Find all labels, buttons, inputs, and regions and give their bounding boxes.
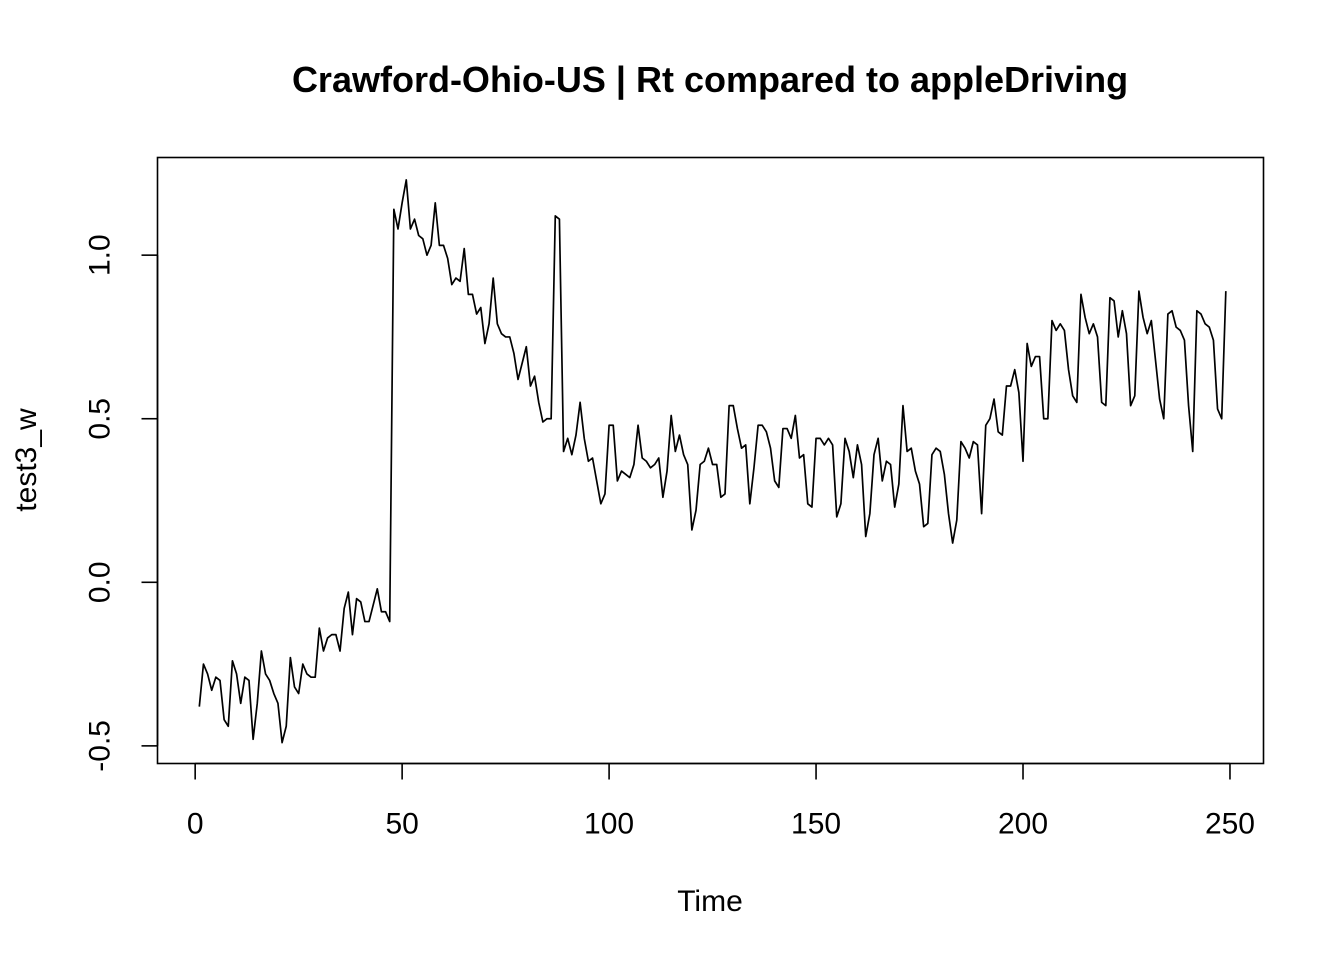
y-tick-label: -0.5 xyxy=(84,720,117,772)
y-tick-label: 0.0 xyxy=(84,561,117,603)
plot-frame xyxy=(156,156,1265,765)
series-layer xyxy=(198,179,1227,744)
x-tick-label: 250 xyxy=(1205,808,1255,841)
series-line xyxy=(198,179,1227,744)
x-axis: 0 50 100 150 200 250 xyxy=(187,762,1255,841)
x-tick-label: 0 xyxy=(187,808,204,841)
chart-title: Crawford-Ohio-US | Rt compared to appleD… xyxy=(292,59,1128,101)
y-tick-label: 1.0 xyxy=(84,234,117,276)
y-tick-label: 0.5 xyxy=(84,398,117,440)
x-tick-label: 100 xyxy=(584,808,634,841)
y-axis: -0.5 0.0 0.5 1.0 xyxy=(84,234,159,772)
x-tick-label: 50 xyxy=(385,808,418,841)
x-tick-label: 150 xyxy=(791,808,841,841)
x-tick-label: 200 xyxy=(998,808,1048,841)
x-axis-label: Time xyxy=(677,885,743,918)
y-axis-label: test3_w xyxy=(10,408,43,512)
